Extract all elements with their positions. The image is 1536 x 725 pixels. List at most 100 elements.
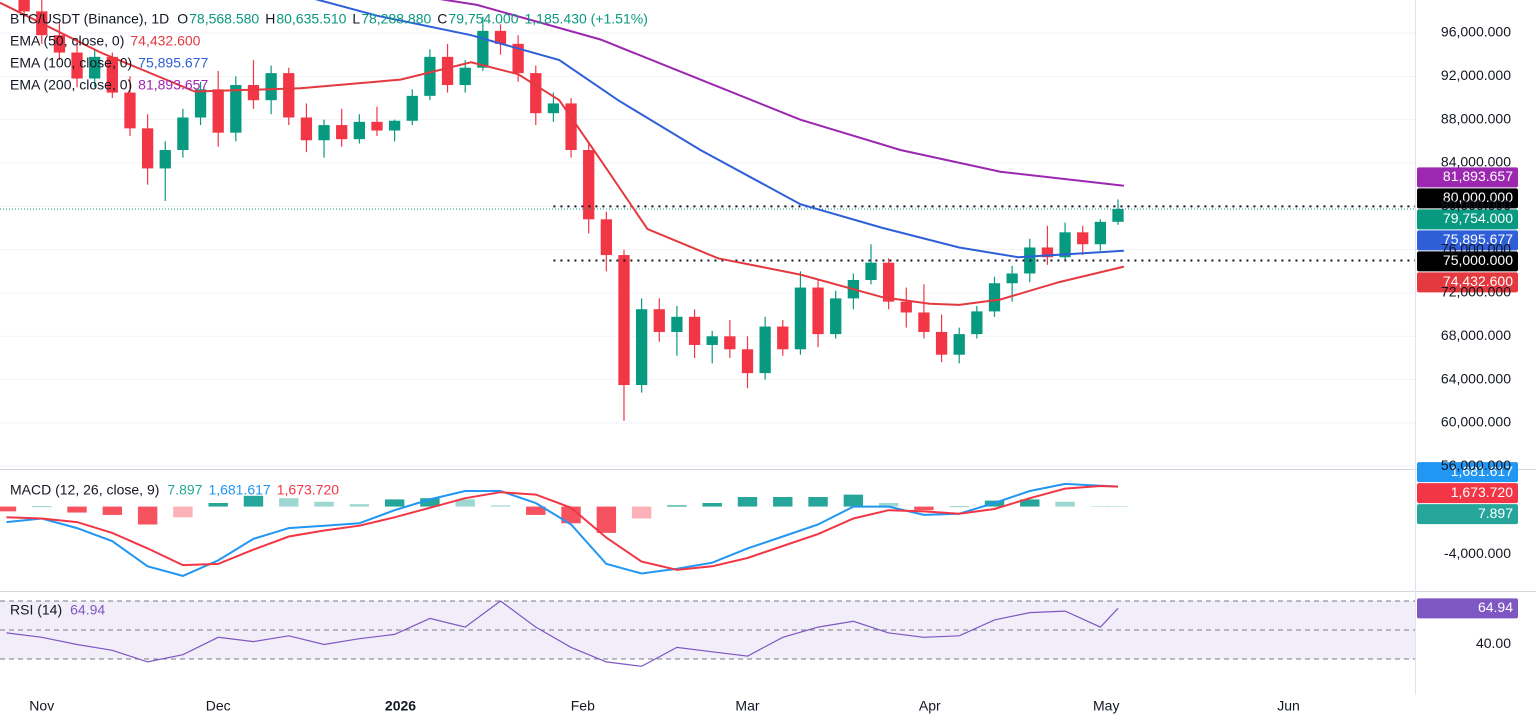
price-tag — [1417, 504, 1518, 525]
price-tag — [1417, 209, 1518, 230]
histogram-bar — [384, 499, 405, 507]
legend-value: 64.94 — [70, 602, 105, 618]
histogram-bar — [349, 504, 370, 507]
candle-body — [600, 219, 612, 256]
x-tick-label: Feb — [571, 698, 595, 714]
histogram-bar — [490, 505, 511, 507]
histogram-bar — [631, 506, 652, 519]
candle-body — [935, 331, 948, 355]
legend-value: 75,895.677 — [138, 55, 208, 71]
y-tick-label: 56,000.000 — [1441, 457, 1511, 473]
ohlc-value: 78,568.580 — [189, 11, 259, 27]
x-tick-label: Dec — [206, 698, 231, 714]
pane — [0, 600, 1415, 667]
price-tag — [1417, 598, 1518, 619]
y-tick-label: 84,000.000 — [1441, 154, 1511, 170]
histogram-bar — [0, 506, 17, 512]
candle-body — [688, 316, 701, 345]
price-tag — [1417, 251, 1518, 272]
ohlc-value: 79,754.000 — [448, 11, 518, 27]
price-tag-label: 80,000.000 — [1443, 189, 1513, 205]
histogram-bar — [1020, 499, 1040, 507]
histogram-bar — [243, 495, 264, 507]
histogram-bar — [878, 502, 899, 507]
candle-body — [194, 89, 207, 118]
candle-body — [900, 301, 912, 313]
candle-body — [159, 150, 171, 169]
histogram-bar — [667, 505, 687, 507]
histogram-bar — [1055, 501, 1075, 507]
histogram-bar — [314, 501, 334, 507]
candle-body — [1041, 247, 1054, 258]
candle-body — [653, 309, 665, 332]
candle-body — [212, 89, 224, 133]
candle-body — [777, 326, 789, 350]
candle-body — [177, 117, 189, 151]
candle-body — [441, 56, 454, 86]
y-tick-label: 80,000.000 — [1441, 197, 1511, 213]
ohlc-value: 80,635.510 — [276, 11, 346, 27]
histogram-bar — [137, 506, 158, 525]
candle-body — [671, 316, 683, 332]
candle-body — [424, 56, 436, 96]
y-tick-label: 40.00 — [1476, 635, 1511, 651]
price-tag-label: 75,000.000 — [1443, 252, 1513, 268]
price-tag-label: 1,681.617 — [1451, 463, 1513, 479]
macd-line — [6, 482, 1119, 577]
ohlc-key: C — [437, 11, 447, 27]
legend-value: 7.897 — [167, 482, 202, 498]
chart-title: BTC/USDT (Binance), 1D — [10, 11, 169, 27]
histogram-bar — [914, 506, 934, 511]
legend-value: 1,673.720 — [277, 482, 339, 498]
price-tags: 81,893.65780,000.00079,754.00075,895.677… — [1417, 167, 1518, 619]
candle-body — [865, 262, 877, 280]
price-tag-label: 75,895.677 — [1443, 231, 1513, 247]
candle-body — [230, 85, 242, 133]
candle-body — [477, 30, 489, 68]
histogram-bar — [702, 502, 722, 507]
histogram-bar — [208, 502, 228, 507]
histogram-bar — [526, 506, 546, 515]
candle-body — [812, 287, 824, 335]
candle-body — [724, 336, 736, 350]
candle-body — [18, 0, 30, 12]
histogram-bar — [737, 497, 758, 507]
candle-body — [106, 56, 118, 93]
macd-line — [6, 484, 1119, 571]
candle-body — [618, 255, 630, 386]
candle-body — [882, 262, 895, 302]
candle-body — [1059, 232, 1071, 258]
price-tag — [1417, 462, 1518, 483]
histogram-bar — [67, 506, 87, 513]
legend-name: EMA (50, close, 0) — [10, 33, 124, 49]
candle-body — [371, 121, 383, 131]
candle-body — [1006, 273, 1018, 284]
candle-body — [635, 309, 648, 386]
y-tick-label: -4,000.000 — [1444, 545, 1511, 561]
indicator-title: MACD (12, 26, close, 9) — [10, 482, 159, 498]
x-tick-label: 2026 — [385, 698, 416, 714]
price-tag-label: 79,754.000 — [1443, 210, 1513, 226]
candle-body — [953, 334, 965, 355]
candle-body — [988, 283, 1001, 312]
candle-body — [283, 73, 295, 118]
price-tag-label: 7.897 — [1478, 505, 1513, 521]
histogram-bar — [102, 506, 123, 515]
ohlc-key: O — [177, 11, 188, 27]
x-tick-label: Jun — [1277, 698, 1300, 714]
candle-body — [406, 95, 418, 121]
y-tick-label: 64,000.000 — [1441, 370, 1511, 386]
histogram-bar — [949, 506, 969, 508]
x-tick-label: May — [1093, 698, 1119, 714]
ohlc-key: L — [352, 11, 360, 27]
candle-body — [141, 128, 154, 169]
ohlc-value: 78,288.880 — [361, 11, 431, 27]
legend-value: 81,893.657 — [138, 77, 208, 93]
candle-body — [353, 121, 365, 140]
candle-body — [265, 73, 277, 101]
price-tag — [1417, 483, 1518, 504]
histogram-bar — [32, 506, 52, 508]
candle-body — [759, 326, 771, 374]
candle-body — [459, 67, 471, 86]
